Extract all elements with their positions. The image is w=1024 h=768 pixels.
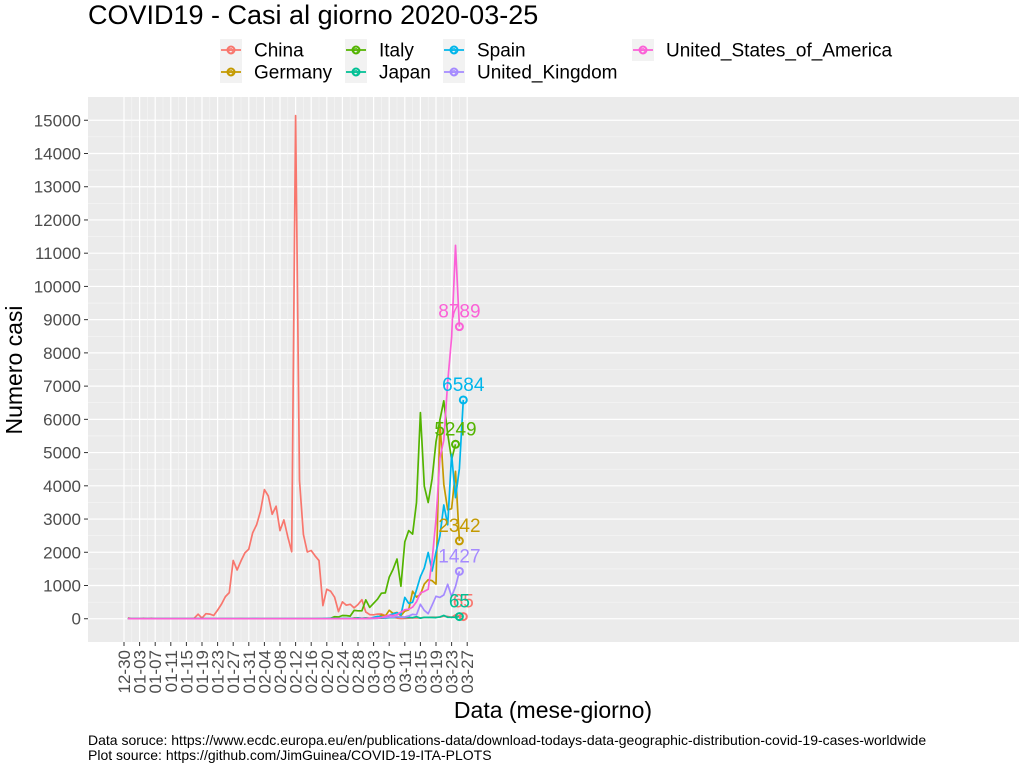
y-tick-label: 5000 — [43, 444, 81, 463]
y-axis-title: Numero casi — [1, 305, 27, 434]
legend-marker-swatch — [449, 45, 459, 55]
caption-data-source: Data soruce: https://www.ecdc.europa.eu/… — [88, 732, 926, 748]
x-tick-label: 02-04 — [255, 650, 274, 693]
end-marker-germany — [454, 536, 464, 546]
end-label-china: 65 — [453, 592, 474, 613]
y-tick-label: 2000 — [43, 543, 81, 562]
legend-key-glyph: a — [353, 68, 359, 79]
series-layer — [127, 114, 465, 620]
legend-item-china: a China — [220, 39, 304, 62]
y-tick-label: 15000 — [34, 111, 81, 130]
y-tick-label: 1000 — [43, 577, 81, 596]
legend-key-glyph: a — [640, 46, 646, 57]
x-tick-label: 02-16 — [302, 650, 321, 693]
end-marker-italy — [451, 439, 460, 449]
x-tick-label: 12-30 — [115, 650, 134, 693]
y-tick-label: 9000 — [43, 311, 81, 330]
end-marker-united_states_of_america — [454, 322, 464, 332]
y-tick-label: 0 — [72, 610, 81, 629]
end-marker-japan — [454, 612, 464, 622]
legend-label: Italy — [379, 41, 414, 62]
caption-plot-source: Plot source: https://github.com/JimGuine… — [88, 747, 492, 763]
x-axis: 12-3001-0301-0701-1101-1501-1901-2301-27… — [115, 642, 477, 693]
end-labels: 65 2342 5249 65 6584 1427 8789 — [434, 302, 485, 622]
x-tick-label: 01-19 — [193, 650, 212, 693]
x-tick-label: 02-24 — [333, 650, 352, 693]
x-tick-label: 01-11 — [162, 650, 181, 692]
legend-marker-swatch — [351, 45, 361, 55]
end-label-united_states_of_america: 8789 — [438, 302, 480, 323]
legend-label: Germany — [254, 63, 333, 84]
legend-key-glyph: a — [451, 68, 457, 79]
legend-key-glyph: a — [451, 46, 457, 57]
x-tick-label: 03-11 — [396, 650, 415, 692]
legend-key-glyph: a — [228, 46, 234, 57]
y-tick-label: 4000 — [43, 477, 81, 496]
legend-item-spain: a Spain — [443, 39, 526, 62]
x-tick-label: 03-15 — [411, 650, 430, 693]
y-tick-label: 3000 — [43, 510, 81, 529]
legend-label: Japan — [379, 63, 431, 84]
x-tick-label: 01-07 — [146, 650, 165, 693]
x-tick-label: 03-27 — [458, 650, 477, 693]
x-tick-label: 03-23 — [443, 650, 462, 693]
end-marker-china — [458, 612, 468, 622]
end-label-italy: 5249 — [434, 419, 476, 440]
x-tick-label: 03-07 — [380, 650, 399, 693]
y-tick-label: 11000 — [35, 244, 81, 263]
x-tick-label: 02-20 — [318, 650, 337, 693]
grid-lines — [88, 97, 1019, 642]
x-tick-label: 03-19 — [427, 650, 446, 693]
legend-label: United_States_of_America — [666, 41, 892, 62]
x-tick-label: 02-28 — [349, 650, 368, 693]
end-label-spain: 6584 — [442, 375, 485, 396]
end-label-united_kingdom: 1427 — [438, 546, 480, 567]
x-tick-label: 01-23 — [209, 650, 228, 693]
legend-item-japan: a Japan — [345, 61, 431, 84]
legend-item-united_states_of_america: a United_States_of_America — [632, 39, 892, 62]
end-label-japan: 65 — [449, 592, 470, 613]
legend-item-italy: a Italy — [345, 39, 414, 62]
x-tick-label: 01-31 — [240, 650, 259, 693]
x-tick-label: 02-12 — [287, 650, 306, 693]
legend-key-glyph: a — [228, 68, 234, 79]
legend-marker-swatch — [351, 67, 361, 77]
y-tick-label: 8000 — [43, 344, 81, 363]
x-tick-label: 01-03 — [131, 650, 150, 693]
y-tick-label: 10000 — [34, 277, 81, 296]
y-tick-label: 13000 — [34, 178, 81, 197]
end-marker-spain — [458, 395, 468, 405]
legend-label: Spain — [477, 41, 526, 62]
legend-marker-swatch — [638, 45, 648, 55]
x-tick-label: 02-08 — [271, 650, 290, 693]
legend-marker-swatch — [226, 45, 236, 55]
legend-item-germany: a Germany — [220, 61, 333, 84]
legend-label: China — [254, 41, 304, 62]
end-label-germany: 2342 — [438, 516, 480, 537]
y-tick-label: 7000 — [43, 377, 81, 396]
legend-marker-swatch — [226, 67, 236, 77]
y-axis: 0 1000 2000 3000 4000 5000 6000 7000 8000 9000 100… — [34, 111, 88, 629]
x-tick-label: 01-15 — [177, 650, 196, 693]
y-tick-label: 6000 — [43, 410, 81, 429]
chart-title: COVID19 - Casi al giorno 2020-03-25 — [88, 0, 538, 30]
x-tick-label: 01-27 — [224, 650, 243, 693]
legend-key-glyph: a — [353, 46, 359, 57]
y-tick-label: 12000 — [34, 211, 81, 230]
x-tick-label: 03-03 — [365, 650, 384, 693]
legend-marker-swatch — [449, 67, 459, 77]
series-line-united_states_of_america — [127, 244, 461, 620]
legend-item-united_kingdom: a United_Kingdom — [443, 61, 617, 84]
legend-label: United_Kingdom — [477, 63, 617, 84]
y-tick-label: 14000 — [34, 144, 81, 163]
x-axis-title: Data (mese-giorno) — [454, 697, 652, 723]
legend: a China a Germany a Italy a Japan a Spain a United_… — [220, 39, 892, 84]
end-marker-united_kingdom — [454, 566, 464, 576]
